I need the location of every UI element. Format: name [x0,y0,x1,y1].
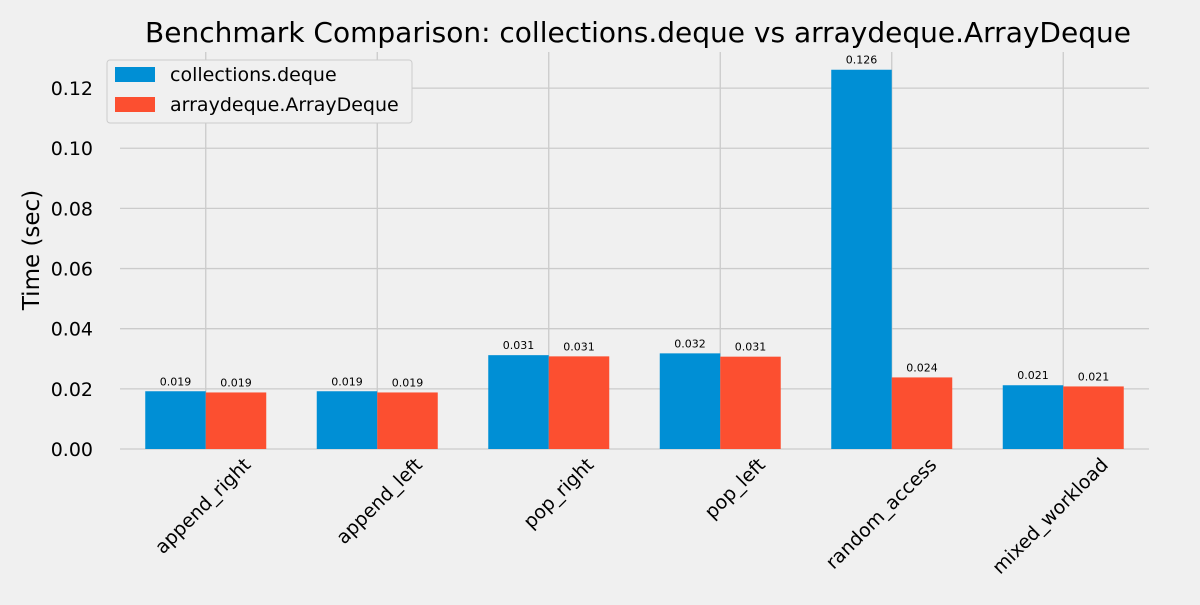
bar [720,356,781,449]
x-tick-label: random_access [822,454,942,574]
x-tick-label: append_left [332,454,427,549]
legend: collections.deque arraydeque.ArrayDeque [106,59,413,124]
y-tick-label: 0.10 [51,138,93,160]
bar [377,392,438,449]
y-tick-label: 0.08 [51,198,93,220]
legend-swatch [115,67,155,82]
y-tick-label: 0.02 [51,379,93,401]
bar-value-label: 0.032 [674,337,706,350]
chart-title: Benchmark Comparison: collections.deque … [145,16,1131,49]
bar [1002,385,1064,449]
bar-value-label: 0.021 [1017,369,1049,382]
bar [548,356,610,449]
legend-label: arraydeque.ArrayDeque [170,94,399,116]
x-tick-label: pop_left [700,454,769,523]
legend-swatch [115,97,155,112]
bar [316,391,378,449]
bar [891,377,953,449]
bar [205,392,267,449]
bar-value-label: 0.031 [503,339,535,352]
bar-value-label: 0.019 [160,375,192,388]
x-tick-label: append_right [151,454,255,558]
bar-value-label: 0.019 [392,376,424,389]
x-tick-label: mixed_workload [988,454,1113,579]
y-tick-label: 0.12 [51,78,93,100]
bar-value-label: 0.031 [735,341,767,354]
bars [145,69,1124,450]
y-tick-label: 0.06 [51,259,93,281]
y-tick-label: 0.04 [51,319,93,341]
bar [1063,386,1124,449]
y-tick-label: 0.00 [51,439,93,461]
bar [145,391,206,449]
y-axis-label: Time (sec) [19,190,45,311]
bar-value-label: 0.019 [331,375,363,388]
data-labels: 0.019 0.019 0.031 0.032 0.126 0.021 0.019 0.019… [160,54,1110,390]
legend-label: collections.deque [170,64,337,86]
bar-value-label: 0.024 [906,361,938,374]
x-tick-label: pop_right [519,454,598,533]
bar-value-label: 0.019 [220,376,252,389]
legend-box [106,59,413,124]
bar-value-label: 0.031 [563,340,595,353]
bar-value-label: 0.021 [1078,370,1110,383]
bar [659,353,721,449]
bar [831,69,892,450]
bar-value-label: 0.126 [846,54,878,67]
bar [488,355,549,449]
